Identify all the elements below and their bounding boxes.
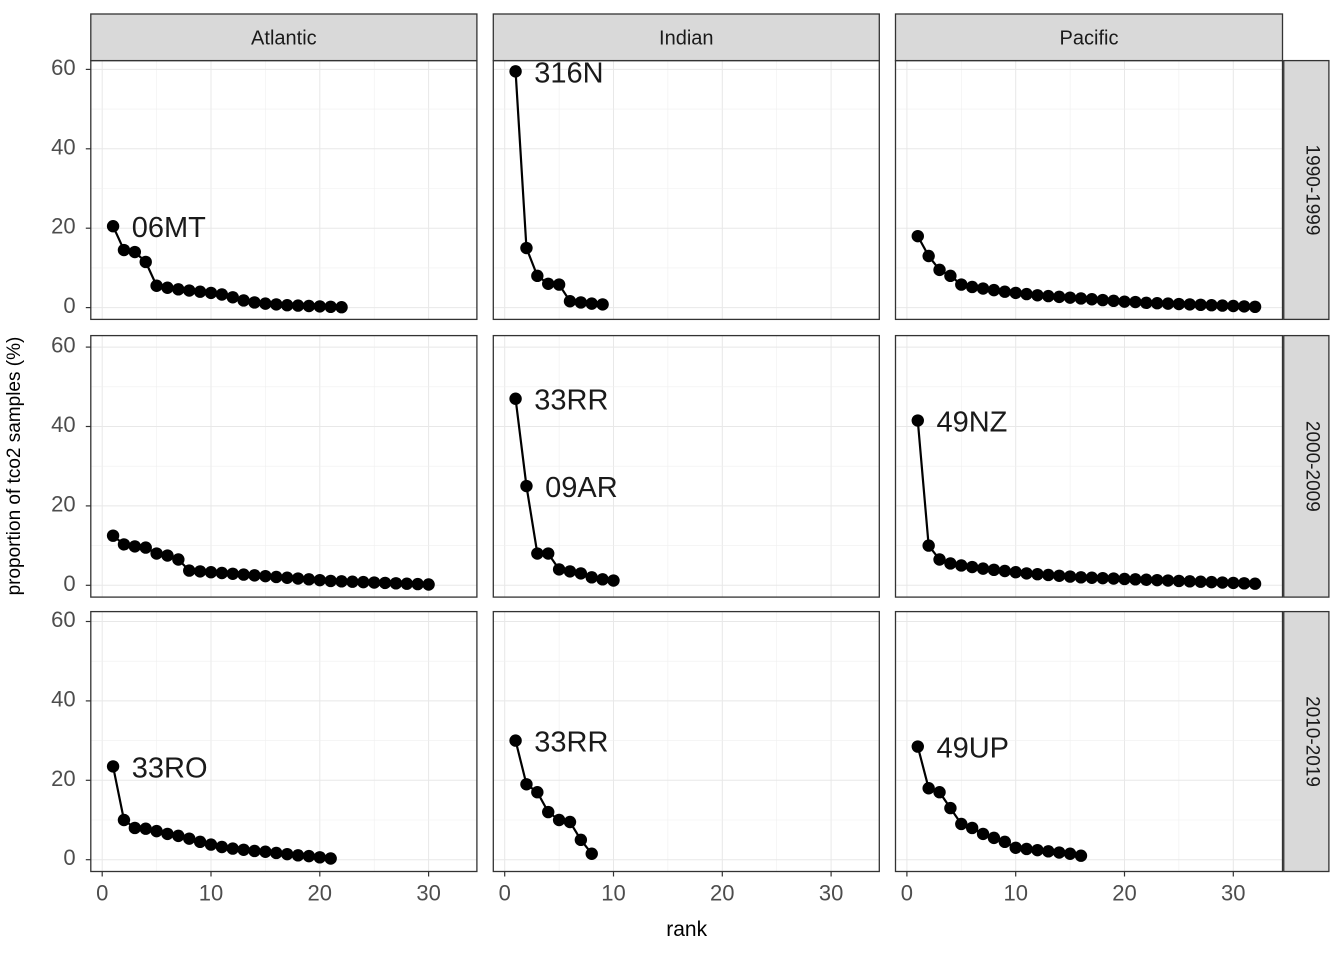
svg-text:30: 30: [416, 881, 440, 906]
svg-text:30: 30: [819, 881, 843, 906]
svg-text:Pacific: Pacific: [1060, 27, 1119, 49]
svg-text:2010-2019: 2010-2019: [1301, 696, 1322, 787]
svg-text:20: 20: [710, 881, 734, 906]
svg-text:2000-2009: 2000-2009: [1301, 421, 1322, 512]
svg-text:20: 20: [51, 214, 75, 239]
svg-text:0: 0: [63, 293, 75, 318]
svg-text:33RR: 33RR: [534, 727, 608, 759]
svg-text:Indian: Indian: [659, 27, 714, 49]
svg-text:09AR: 09AR: [545, 472, 618, 504]
svg-text:40: 40: [51, 134, 75, 159]
svg-text:33RR: 33RR: [534, 385, 608, 417]
svg-text:proportion of tco2 samples (%): proportion of tco2 samples (%): [4, 337, 25, 596]
svg-text:06MT: 06MT: [132, 212, 206, 244]
svg-text:40: 40: [51, 686, 75, 711]
svg-text:60: 60: [51, 333, 75, 358]
svg-text:20: 20: [308, 881, 332, 906]
svg-text:0: 0: [901, 881, 913, 906]
svg-text:316N: 316N: [534, 57, 603, 89]
svg-text:49NZ: 49NZ: [936, 407, 1007, 439]
svg-text:Atlantic: Atlantic: [251, 27, 317, 49]
svg-text:0: 0: [499, 881, 511, 906]
svg-text:30: 30: [1221, 881, 1245, 906]
svg-text:rank: rank: [666, 918, 707, 941]
svg-text:10: 10: [601, 881, 625, 906]
svg-text:0: 0: [96, 881, 108, 906]
svg-text:20: 20: [1112, 881, 1136, 906]
svg-text:40: 40: [51, 412, 75, 437]
svg-text:60: 60: [51, 607, 75, 632]
svg-text:33RO: 33RO: [132, 752, 208, 784]
svg-text:20: 20: [51, 491, 75, 516]
svg-text:60: 60: [51, 55, 75, 80]
svg-text:0: 0: [63, 571, 75, 596]
svg-text:10: 10: [1003, 881, 1027, 906]
svg-text:20: 20: [51, 766, 75, 791]
svg-text:0: 0: [63, 845, 75, 870]
svg-text:1990-1999: 1990-1999: [1301, 145, 1322, 236]
svg-text:49UP: 49UP: [936, 733, 1009, 765]
svg-text:10: 10: [199, 881, 223, 906]
